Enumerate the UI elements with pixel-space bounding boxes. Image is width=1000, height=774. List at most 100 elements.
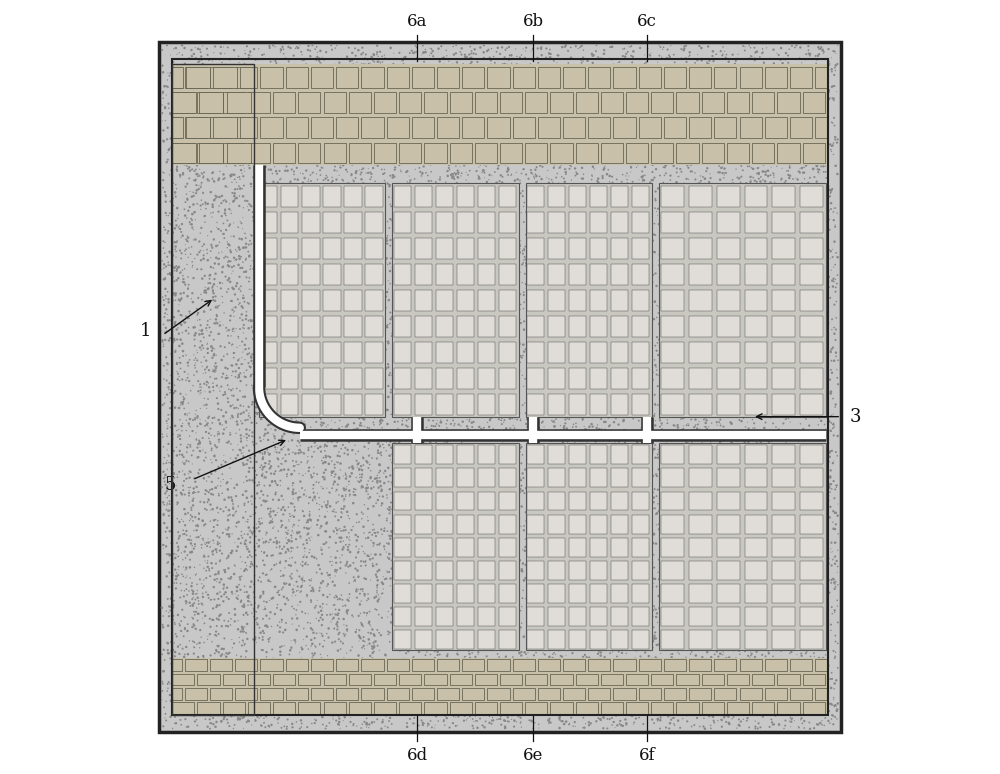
Point — [304, 689, 320, 701]
Point — [781, 327, 797, 340]
Point — [663, 558, 679, 570]
Point — [672, 477, 688, 489]
Point — [218, 195, 234, 207]
Point — [352, 420, 368, 432]
Point — [374, 321, 390, 334]
Point — [605, 303, 621, 316]
Point — [194, 381, 210, 393]
Point — [342, 471, 358, 483]
Point — [379, 321, 395, 334]
Point — [403, 331, 419, 344]
Point — [438, 156, 454, 168]
Point — [572, 281, 588, 293]
Point — [587, 594, 603, 607]
Point — [733, 474, 749, 486]
Point — [753, 566, 769, 578]
Point — [595, 96, 611, 108]
Point — [331, 712, 347, 724]
Point — [476, 103, 492, 115]
Point — [734, 309, 750, 321]
Point — [642, 615, 658, 628]
Point — [604, 403, 620, 416]
Point — [600, 101, 616, 114]
Point — [358, 533, 374, 545]
Point — [499, 638, 515, 650]
Point — [334, 365, 350, 377]
Point — [312, 207, 328, 220]
Point — [339, 62, 355, 74]
Point — [224, 168, 240, 180]
Point — [195, 187, 211, 199]
Point — [498, 159, 514, 171]
Point — [769, 334, 785, 347]
Point — [663, 68, 679, 80]
Point — [286, 428, 302, 440]
Point — [361, 633, 377, 646]
Point — [294, 65, 310, 77]
Point — [751, 458, 767, 471]
Point — [288, 266, 304, 279]
Point — [344, 524, 360, 536]
Point — [316, 440, 332, 453]
Bar — [538, 688, 560, 700]
Bar — [800, 290, 823, 311]
Point — [577, 565, 593, 577]
Point — [278, 300, 294, 313]
Point — [220, 256, 236, 269]
Point — [606, 318, 622, 330]
Point — [328, 552, 344, 564]
Point — [404, 303, 420, 316]
Bar — [436, 491, 453, 510]
Point — [389, 268, 405, 280]
Point — [715, 674, 731, 687]
Point — [767, 615, 783, 627]
Point — [791, 340, 807, 352]
Point — [251, 600, 267, 612]
Point — [742, 502, 758, 514]
Point — [592, 694, 608, 707]
Point — [481, 118, 497, 131]
Point — [382, 483, 398, 495]
Point — [379, 488, 395, 501]
Point — [470, 684, 486, 697]
Bar — [344, 212, 362, 234]
Point — [331, 489, 347, 502]
Point — [546, 309, 562, 321]
Point — [776, 223, 792, 235]
Point — [384, 717, 400, 730]
Point — [761, 392, 777, 405]
Point — [179, 124, 195, 136]
Bar — [563, 688, 585, 700]
Point — [752, 721, 768, 734]
Point — [174, 217, 190, 230]
Point — [555, 554, 571, 567]
Point — [195, 612, 211, 625]
Point — [639, 683, 655, 695]
Point — [464, 512, 480, 524]
Point — [816, 137, 832, 149]
Point — [822, 139, 838, 151]
Point — [396, 679, 412, 691]
Point — [379, 232, 395, 245]
Point — [609, 605, 625, 618]
Point — [591, 53, 607, 65]
Point — [564, 141, 580, 153]
Point — [277, 598, 293, 610]
Point — [717, 599, 733, 611]
Point — [622, 520, 638, 533]
Point — [388, 579, 404, 591]
Bar — [487, 688, 510, 700]
Point — [436, 687, 452, 699]
Point — [459, 265, 475, 277]
Point — [521, 287, 537, 300]
Point — [799, 646, 815, 658]
Point — [564, 683, 580, 696]
Point — [372, 440, 388, 452]
Point — [621, 505, 637, 517]
Point — [505, 420, 521, 432]
Point — [210, 128, 226, 141]
Point — [574, 445, 590, 457]
Point — [823, 478, 839, 491]
Point — [447, 418, 463, 430]
Point — [793, 314, 809, 327]
